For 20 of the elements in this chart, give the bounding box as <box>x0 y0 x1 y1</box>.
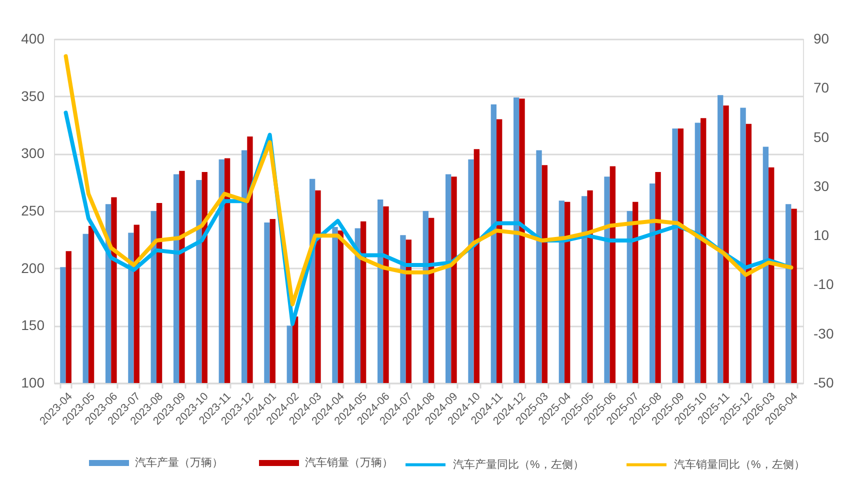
legend-label: 汽车产量（万辆） <box>135 456 223 469</box>
y2-tick-label: 50 <box>814 128 830 145</box>
y-tick-label: 100 <box>21 374 45 390</box>
legend-label: 汽车产量同比（%，左侧） <box>453 458 584 471</box>
y2-tick-label: 70 <box>814 80 830 96</box>
y2-tick-label: 30 <box>814 178 830 194</box>
y-tick-label: 400 <box>21 30 45 46</box>
y-tick-label: 200 <box>21 260 45 276</box>
y-tick-label: 150 <box>21 317 45 334</box>
legend-label: 汽车销量（万辆） <box>305 456 393 469</box>
y-tick-label: 250 <box>21 202 45 218</box>
y-tick-label: 300 <box>21 145 45 162</box>
y2-tick-label: -10 <box>814 276 834 292</box>
y2-tick-label: 10 <box>814 227 830 244</box>
y2-tick-label: -50 <box>814 374 834 390</box>
line-series <box>64 54 794 306</box>
y2-tick-label: 90 <box>814 30 830 46</box>
legend-label: 汽车销量同比（%，左侧） <box>674 458 805 471</box>
y2-tick-label: -30 <box>814 325 834 342</box>
y-tick-label: 350 <box>21 88 45 104</box>
